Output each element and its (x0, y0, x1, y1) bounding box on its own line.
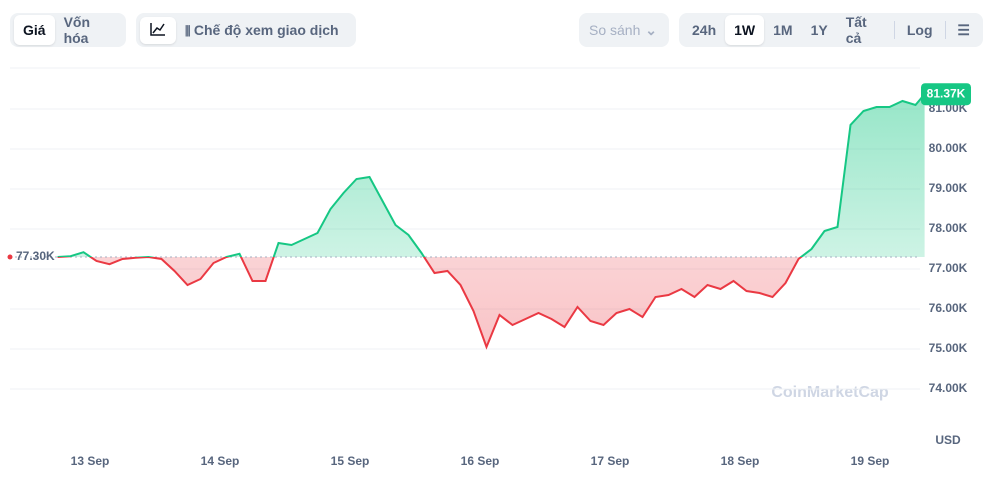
candle-view-button[interactable]: ⫼ Chế độ xem giao dịch (185, 21, 339, 38)
compare-label: So sánh (589, 22, 641, 38)
y-tick-label: 75.00K (929, 341, 968, 355)
line-icon (150, 22, 165, 36)
separator (893, 21, 895, 39)
view-mode-label: Chế độ xem giao dịch (193, 21, 339, 38)
range-tab[interactable]: 24h (692, 22, 717, 38)
baseline-dot (7, 254, 13, 260)
x-tick-label: 15 Sep (331, 454, 370, 468)
metric-tabs: Giá Vốn hóa (10, 13, 126, 47)
current-price-label: 81.37K (927, 86, 966, 100)
range-tab[interactable]: 1W (725, 15, 765, 45)
watermark: CoinMarketCap (771, 384, 889, 401)
range-tab[interactable]: 1Y (810, 22, 828, 38)
y-axis-unit: USD (935, 433, 961, 447)
view-tabs: ⫼ Chế độ xem giao dịch (136, 13, 356, 47)
chevron: ⌄ (645, 21, 657, 38)
x-tick-label: 17 Sep (591, 454, 630, 468)
separator (944, 21, 946, 39)
x-tick-label: 14 Sep (201, 454, 240, 468)
x-tick-label: 16 Sep (461, 454, 500, 468)
range-tabs: 24h 1W 1M 1Y Tất cả Log ☰ (679, 13, 983, 47)
area-up (57, 94, 925, 257)
range-tab[interactable]: 1M (773, 22, 793, 38)
line-view-button[interactable] (140, 16, 176, 44)
x-tick-label: 19 Sep (851, 454, 890, 468)
current-price-badge (921, 83, 971, 106)
x-tick-label: 13 Sep (71, 454, 110, 468)
y-tick-label: 78.00K (929, 221, 968, 235)
price-line-down (57, 257, 803, 350)
compare-dropdown[interactable]: So sánh ⌄ (579, 13, 669, 47)
baseline-label: 77.30K (16, 249, 55, 263)
range-tab[interactable]: Tất cả (845, 14, 867, 46)
y-tick-label: 74.00K (929, 381, 968, 395)
y-tick-label: 80.00K (929, 141, 968, 155)
y-tick-label: 76.00K (929, 301, 968, 315)
area-down (57, 257, 925, 347)
x-tick-label: 18 Sep (721, 454, 760, 468)
y-tick-label: 79.00K (929, 181, 968, 195)
y-tick-label: 77.00K (929, 261, 968, 275)
log-toggle[interactable]: Log (906, 22, 933, 38)
tab[interactable]: Giá (14, 15, 55, 45)
settings-button[interactable]: ☰ (957, 21, 970, 38)
tab[interactable]: Vốn hóa (63, 14, 91, 46)
